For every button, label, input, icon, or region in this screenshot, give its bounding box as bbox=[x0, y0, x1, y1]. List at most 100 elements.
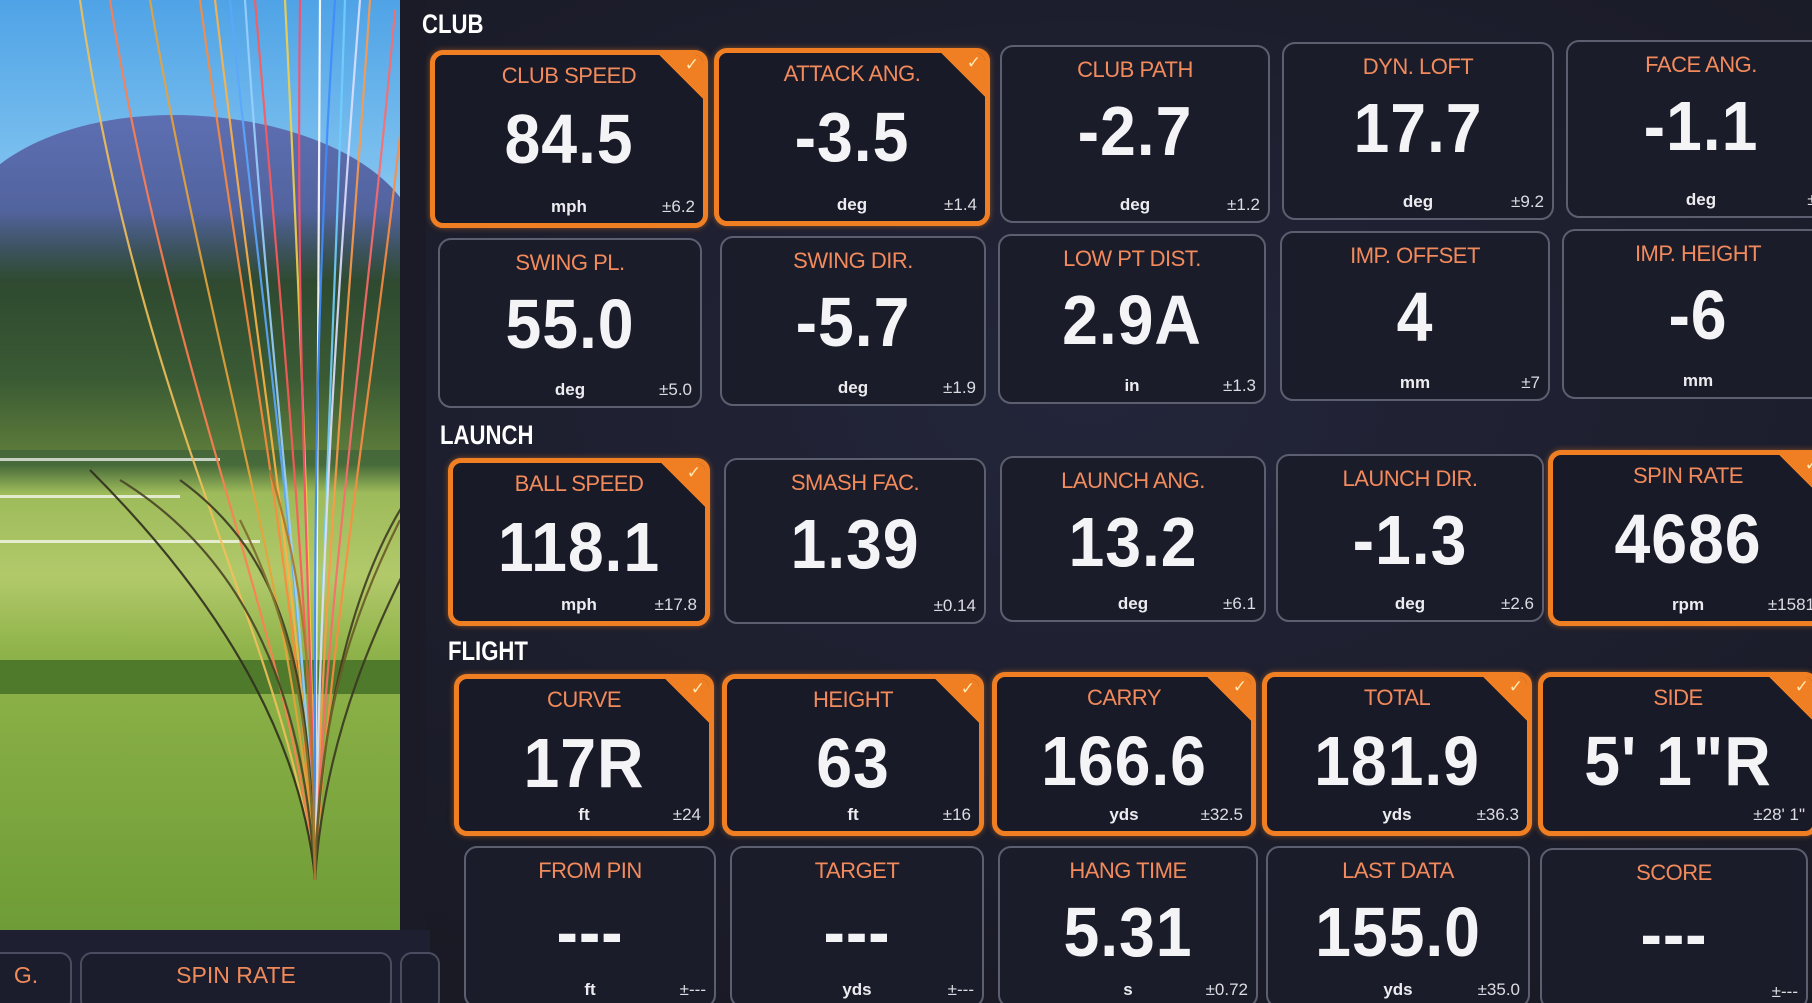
metric-card-total[interactable]: ✓ TOTAL 181.9 yds ±36.3 bbox=[1262, 672, 1532, 836]
metric-label: TARGET bbox=[814, 858, 900, 883]
metric-card-club-speed[interactable]: ✓ CLUB SPEED 84.5 mph ±6.2 bbox=[430, 50, 708, 228]
selected-corner: ✓ bbox=[659, 463, 705, 509]
check-icon: ✓ bbox=[960, 679, 975, 698]
metric-unit: mm bbox=[1399, 373, 1431, 392]
metric-value: 63 bbox=[816, 724, 890, 802]
metric-unit: in bbox=[1124, 376, 1140, 395]
metric-card-low-point-distance[interactable]: LOW PT DIST. 2.9A in ±1.3 bbox=[998, 234, 1266, 404]
strip-tile-spin-rate[interactable]: SPIN RATE bbox=[80, 952, 392, 1003]
strip-tile-label: G. bbox=[13, 962, 39, 988]
metric-card-curve[interactable]: ✓ CURVE 17R ft ±24 bbox=[454, 674, 714, 836]
metric-range: ±9.2 bbox=[1511, 192, 1544, 211]
metric-value: -5.7 bbox=[795, 283, 911, 361]
metric-card-side[interactable]: ✓ SIDE 5' 1"R ±28' 1" bbox=[1538, 672, 1812, 836]
metric-range: ±0.72 bbox=[1205, 980, 1248, 999]
metric-card-score[interactable]: SCORE --- ±--- bbox=[1540, 848, 1808, 1003]
metric-label: ATTACK ANG. bbox=[783, 61, 921, 86]
selected-corner: ✓ bbox=[1767, 677, 1812, 723]
metric-range: ±28' 1" bbox=[1753, 805, 1805, 824]
metric-unit: deg bbox=[1394, 594, 1426, 613]
metric-range: ±0.14 bbox=[933, 596, 976, 615]
metric-card-launch-angle[interactable]: LAUNCH ANG. 13.2 deg ±6.1 bbox=[1000, 456, 1266, 622]
metric-value: --- bbox=[556, 893, 624, 971]
metric-range: ±16 bbox=[942, 805, 971, 824]
metric-unit: deg bbox=[836, 195, 868, 214]
check-icon: ✓ bbox=[966, 53, 981, 72]
metric-unit: mph bbox=[551, 197, 587, 216]
metric-unit: rpm bbox=[1671, 595, 1705, 614]
metric-unit: deg bbox=[837, 378, 869, 397]
metric-value: 13.2 bbox=[1068, 503, 1198, 581]
metric-range: ±6.1 bbox=[1223, 594, 1256, 613]
strip-tile-label: SPIN RATE bbox=[176, 962, 296, 988]
metric-value: 4686 bbox=[1614, 500, 1762, 578]
metric-card-carry[interactable]: ✓ CARRY 166.6 yds ±32.5 bbox=[992, 672, 1256, 836]
metric-card-spin-rate[interactable]: ✓ SPIN RATE 4686 rpm ±1581 bbox=[1548, 450, 1812, 626]
metric-card-last-data[interactable]: LAST DATA 155.0 yds ±35.0 bbox=[1266, 846, 1530, 1003]
section-title-launch: LAUNCH bbox=[440, 420, 534, 450]
metric-label: TOTAL bbox=[1363, 685, 1431, 710]
metric-label: IMP. HEIGHT bbox=[1634, 241, 1762, 266]
metric-card-dynamic-loft[interactable]: DYN. LOFT 17.7 deg ±9.2 bbox=[1282, 42, 1554, 220]
metric-range: ±1.3 bbox=[1223, 376, 1256, 395]
metric-card-club-path[interactable]: CLUB PATH -2.7 deg ±1.2 bbox=[1000, 45, 1270, 223]
check-icon: ✓ bbox=[1508, 677, 1523, 696]
metric-value: 1.39 bbox=[790, 505, 920, 583]
selected-corner: ✓ bbox=[1481, 677, 1527, 723]
metric-card-face-angle[interactable]: FACE ANG. -1.1 deg ±3 bbox=[1566, 40, 1812, 218]
selected-corner: ✓ bbox=[1205, 677, 1251, 723]
metric-range: ±--- bbox=[1771, 982, 1798, 1001]
strip-tile-partial[interactable]: G. bbox=[0, 952, 72, 1003]
check-icon: ✓ bbox=[690, 679, 705, 698]
metric-value: -1.3 bbox=[1352, 501, 1468, 579]
metric-card-swing-direction[interactable]: SWING DIR. -5.7 deg ±1.9 bbox=[720, 236, 986, 406]
metric-range: ±1.2 bbox=[1227, 195, 1260, 214]
metric-unit: ft bbox=[847, 805, 859, 824]
metric-value: 84.5 bbox=[504, 100, 634, 178]
metric-value: 118.1 bbox=[497, 508, 661, 586]
metric-value: -1.1 bbox=[1643, 87, 1759, 165]
metric-card-impact-height[interactable]: IMP. HEIGHT -6 mm ± bbox=[1562, 229, 1812, 399]
metric-card-hang-time[interactable]: HANG TIME 5.31 s ±0.72 bbox=[998, 846, 1258, 1003]
metric-label: BALL SPEED bbox=[514, 471, 644, 496]
metric-range: ±24 bbox=[672, 805, 701, 824]
metric-unit: s bbox=[1123, 980, 1133, 999]
metric-unit: mph bbox=[561, 595, 597, 614]
selected-corner: ✓ bbox=[933, 679, 979, 725]
metric-value: 155.0 bbox=[1315, 893, 1481, 971]
metric-label: FACE ANG. bbox=[1645, 52, 1757, 77]
metric-card-smash-factor[interactable]: SMASH FAC. 1.39 ±0.14 bbox=[724, 458, 986, 624]
metric-unit: deg bbox=[554, 380, 586, 399]
strip-tile-partial[interactable] bbox=[400, 952, 440, 1003]
metric-label: LOW PT DIST. bbox=[1063, 246, 1201, 271]
metric-card-height[interactable]: ✓ HEIGHT 63 ft ±16 bbox=[722, 674, 984, 836]
metric-card-attack-angle[interactable]: ✓ ATTACK ANG. -3.5 deg ±1.4 bbox=[714, 48, 990, 226]
metric-range: ±--- bbox=[947, 980, 974, 999]
metric-label: LAUNCH ANG. bbox=[1061, 468, 1205, 493]
metric-label: SCORE bbox=[1636, 860, 1712, 885]
metric-value: 2.9A bbox=[1062, 281, 1202, 359]
metric-unit: yds bbox=[842, 980, 872, 999]
metric-card-launch-direction[interactable]: LAUNCH DIR. -1.3 deg ±2.6 bbox=[1276, 454, 1544, 622]
metric-label: LAUNCH DIR. bbox=[1342, 466, 1478, 491]
metric-value: -2.7 bbox=[1077, 92, 1193, 170]
metric-range: ±7 bbox=[1521, 373, 1540, 392]
metric-range: ±5.0 bbox=[659, 380, 692, 399]
metric-range: ±1.9 bbox=[943, 378, 976, 397]
metric-card-target[interactable]: TARGET --- yds ±--- bbox=[730, 846, 984, 1003]
metric-range: ±32.5 bbox=[1200, 805, 1243, 824]
metric-label: CLUB PATH bbox=[1077, 57, 1193, 82]
metric-card-swing-plane[interactable]: SWING PL. 55.0 deg ±5.0 bbox=[438, 238, 702, 408]
check-icon: ✓ bbox=[1805, 455, 1812, 475]
metric-label: HANG TIME bbox=[1069, 858, 1187, 883]
metric-value: 17R bbox=[523, 724, 645, 802]
metric-card-ball-speed[interactable]: ✓ BALL SPEED 118.1 mph ±17.8 bbox=[448, 458, 710, 626]
selected-corner: ✓ bbox=[663, 679, 709, 725]
metric-card-impact-offset[interactable]: IMP. OFFSET 4 mm ±7 bbox=[1280, 231, 1550, 401]
metric-value: --- bbox=[823, 893, 891, 971]
metric-range: ±3 bbox=[1807, 190, 1812, 210]
metric-card-from-pin[interactable]: FROM PIN --- ft ±--- bbox=[464, 846, 716, 1003]
metric-range: ±17.8 bbox=[654, 595, 697, 614]
metric-range: ±6.2 bbox=[662, 197, 695, 216]
